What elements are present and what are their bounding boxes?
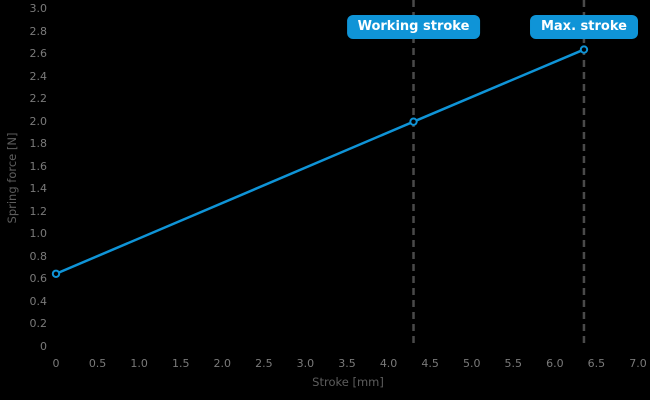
- x-tick-label: 6.0: [546, 357, 564, 370]
- x-tick-label: 5.5: [504, 357, 523, 370]
- x-tick-label: 4.5: [421, 357, 439, 370]
- data-point-marker: [579, 45, 589, 54]
- y-tick-label: 1.4: [29, 182, 48, 196]
- x-tick-label: 2.5: [255, 357, 273, 370]
- y-tick-label: 2.4: [29, 69, 48, 83]
- x-tick-label: 2.0: [213, 357, 232, 370]
- series-line: [55, 48, 585, 275]
- x-tick-label: 0.5: [88, 357, 107, 370]
- y-tick-label: 0: [40, 340, 47, 353]
- y-tick-label: 2.6: [29, 47, 48, 61]
- y-tick-label: 1.2: [29, 204, 48, 218]
- y-tick-label: 2.2: [29, 92, 48, 106]
- y-tick-label: 0.2: [29, 317, 48, 331]
- y-tick-label: 0.8: [29, 249, 48, 263]
- y-tick-label: 1.6: [29, 159, 48, 173]
- y-tick-label: 0.6: [29, 272, 48, 286]
- x-tick-label: 7.0: [629, 357, 647, 370]
- x-tick-label: 4.0: [379, 357, 398, 370]
- y-tick-label: 1.0: [29, 227, 48, 241]
- max-stroke-badge: Max. stroke: [529, 15, 638, 39]
- x-tick-label: 5.0: [462, 357, 481, 370]
- working-stroke-badge: Working stroke: [346, 15, 481, 39]
- x-tick-label: 1.0: [130, 357, 148, 370]
- y-tick-label: 3.0: [29, 2, 48, 15]
- y-tick-label: 2.0: [29, 114, 48, 128]
- data-point-marker: [409, 117, 418, 126]
- y-tick-label: 1.8: [29, 137, 48, 151]
- x-tick-label: 3.5: [338, 357, 356, 370]
- x-tick-label: 3.0: [296, 357, 315, 370]
- y-tick-label: 0.4: [29, 294, 48, 308]
- x-tick-label: 6.5: [587, 357, 606, 370]
- data-point-marker: [51, 269, 61, 278]
- y-tick-label: 2.8: [29, 24, 48, 38]
- x-tick-label: 1.5: [171, 357, 190, 370]
- x-axis-title: Stroke [mm]: [312, 375, 384, 389]
- x-tick-label: 0: [52, 357, 60, 370]
